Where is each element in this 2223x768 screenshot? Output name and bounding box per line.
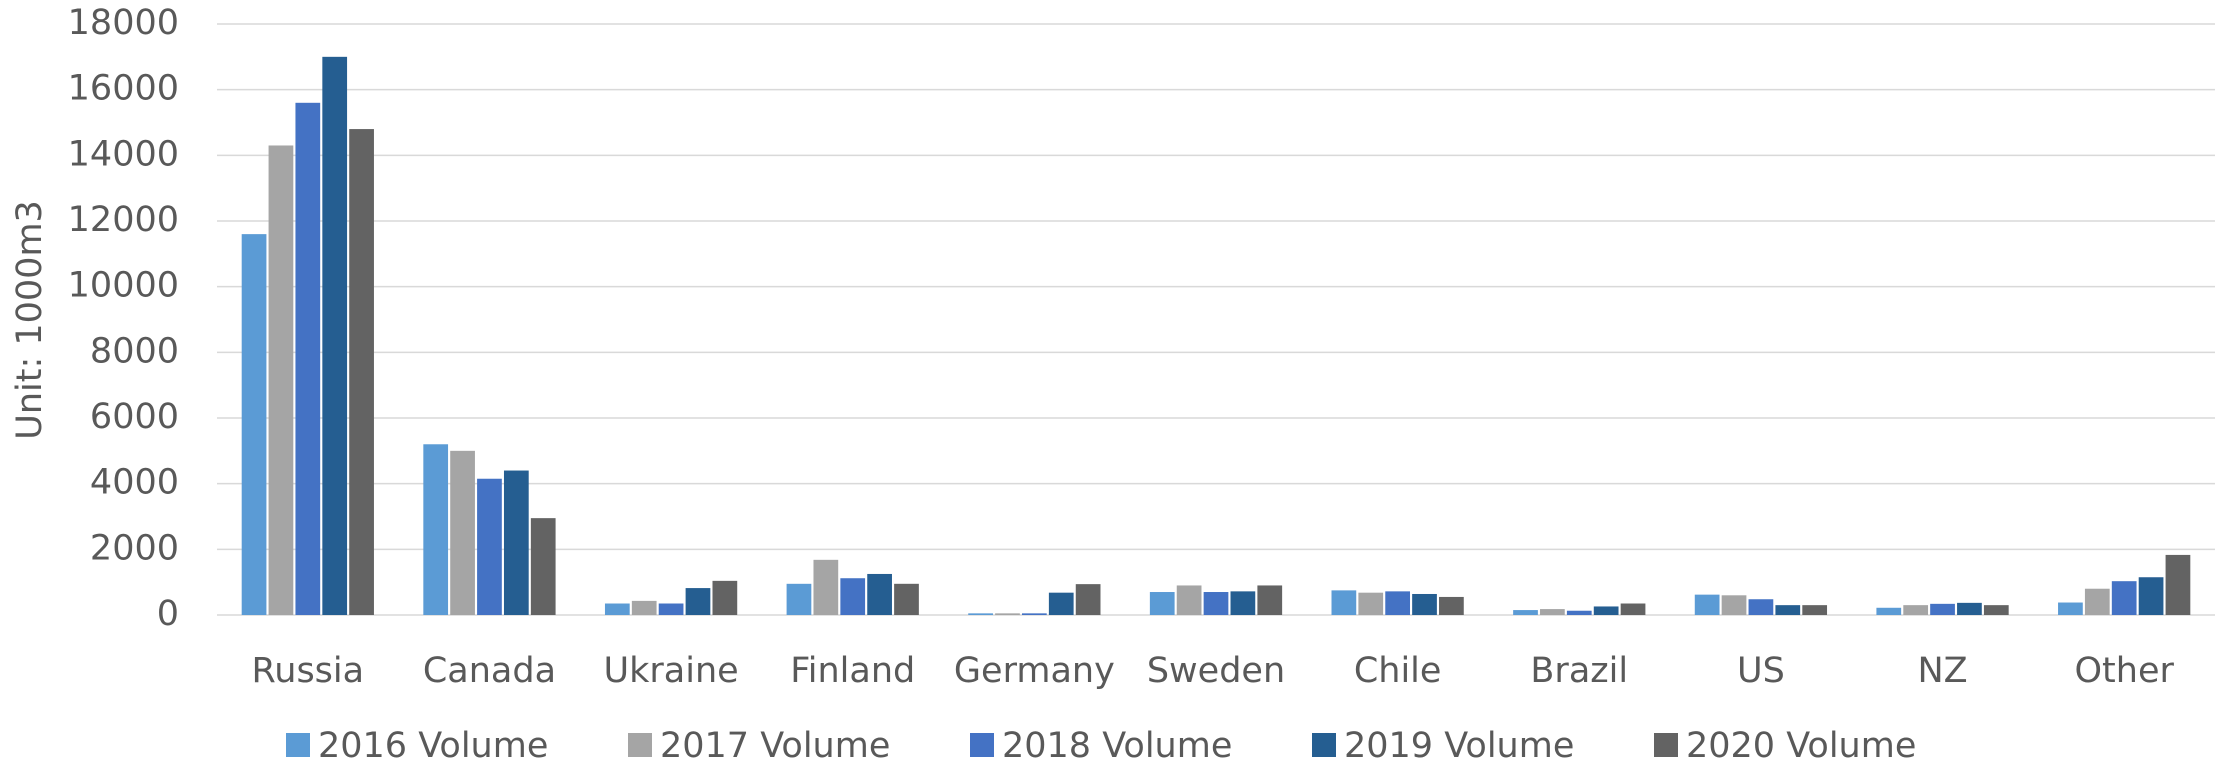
bar [1230,591,1256,615]
bar [1203,592,1229,615]
legend-swatch [1312,733,1336,757]
bar [477,478,502,615]
bar [2138,577,2164,615]
y-tick-label: 10000 [68,266,179,306]
bar [1930,603,1955,615]
bar [786,583,812,615]
bar [1048,592,1074,615]
bar [685,588,711,615]
bar [2084,588,2110,615]
y-tick-label: 2000 [90,528,179,568]
x-tick-label: Finland [790,651,915,691]
legend-swatch [970,733,994,757]
bar [241,234,267,615]
bar [1439,596,1464,615]
x-tick-label: Brazil [1530,651,1628,691]
y-axis-label: Unit: 1000m3 [10,200,50,440]
bar [295,102,321,616]
bar [1412,593,1437,615]
bar [1748,599,1774,615]
bar [2111,581,2137,615]
bar [1566,610,1592,615]
bar [968,613,993,615]
y-tick-label: 6000 [90,397,179,437]
bar [658,603,684,615]
bar [503,470,529,615]
bar [604,603,630,615]
bar [1385,591,1411,615]
bar [322,56,348,616]
legend-label: 2017 Volume [660,726,890,766]
bar [712,580,738,615]
bar [631,600,657,615]
bar [1257,585,1283,615]
bar [1593,606,1619,615]
bar [1331,590,1357,615]
bar [1540,609,1565,615]
y-tick-label: 12000 [68,200,179,240]
bar [423,444,449,615]
bar [840,578,866,615]
y-tick-label: 16000 [68,69,179,109]
bar [1876,607,1902,615]
bar [813,559,839,615]
y-tick-label: 4000 [90,463,179,503]
bar [530,518,556,615]
x-tick-label: NZ [1917,651,1967,691]
bar [995,613,1020,615]
y-tick-label: 18000 [68,3,179,43]
bar [2058,602,2083,615]
legend-label: 2019 Volume [1344,726,1574,766]
bar [1957,602,1982,615]
y-tick-label: 8000 [90,331,179,371]
bar [1358,592,1384,615]
y-tick-label: 0 [157,594,179,634]
bar [1775,605,1801,615]
bar [1721,595,1747,615]
bar [894,583,919,615]
bar [1620,603,1646,615]
legend-label: 2016 Volume [318,726,548,766]
bar [450,450,475,615]
bar [1694,594,1720,615]
bar [349,129,374,616]
bar [1176,585,1202,615]
bar [867,573,892,615]
x-tick-label: Germany [954,651,1115,691]
bar [1983,605,2009,615]
legend-swatch [628,733,652,757]
bar [1075,584,1101,615]
x-tick-label: Russia [252,651,365,691]
x-tick-label: Ukraine [604,651,739,691]
x-tick-label: Canada [423,651,556,691]
legend-swatch [286,733,310,757]
legend-label: 2020 Volume [1686,726,1916,766]
bar [1149,592,1175,615]
bar [268,145,294,615]
legend-label: 2018 Volume [1002,726,1232,766]
legend-swatch [1654,733,1678,757]
x-tick-label: Other [2074,651,2174,691]
x-tick-label: Sweden [1147,651,1285,691]
x-tick-label: US [1737,651,1785,691]
y-tick-label: 14000 [68,134,179,174]
bar [1802,605,1828,615]
x-tick-label: Chile [1354,651,1442,691]
bar [1021,613,1047,615]
bar [1903,605,1929,615]
bar [2165,554,2191,615]
bar [1513,610,1538,615]
